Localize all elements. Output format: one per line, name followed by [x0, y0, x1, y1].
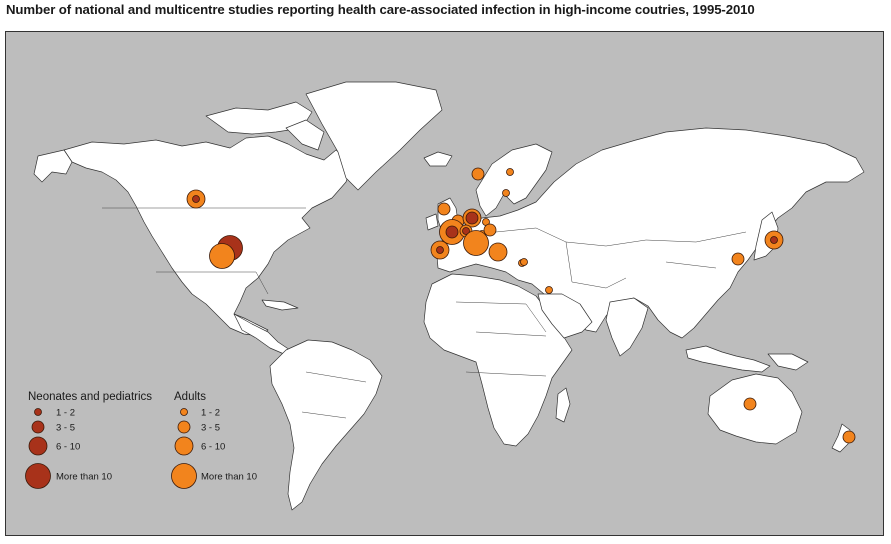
legend-adults-label-3: More than 10: [201, 472, 257, 483]
marker-greece-adults: [488, 242, 508, 262]
eurasia-landmass: [435, 127, 865, 339]
marker-slovenia-croatia-adults: [483, 223, 497, 237]
marker-norway-adults: [471, 167, 485, 181]
legend-adults-label-2: 6 - 10: [201, 442, 225, 453]
legend-neonates-label-2: 6 - 10: [56, 442, 80, 453]
marker-saudi-arabia-adults: [545, 286, 553, 294]
legend-neonates-title: Neonates and pediatrics: [28, 391, 152, 403]
land-masses: [33, 81, 865, 511]
legend-adults-symbol-0: [180, 408, 188, 416]
south-america-landmass: [269, 339, 383, 511]
marker-italy-adults: [463, 230, 489, 256]
marker-spain-neonates: [436, 246, 444, 254]
indonesia-islands: [685, 345, 771, 373]
legend-neonates-symbol-3: [25, 463, 51, 489]
marker-canada-neonates: [192, 195, 200, 203]
madagascar: [555, 387, 571, 423]
legend-neonates-label-3: More than 10: [56, 472, 112, 483]
marker-israel-adults: [520, 258, 528, 266]
legend-adults-label-1: 3 - 5: [201, 423, 220, 434]
legend-adults-title: Adults: [174, 391, 206, 403]
marker-japan-neonates: [770, 236, 778, 244]
scandinavia-landmass: [475, 143, 553, 217]
map-title: Number of national and multicentre studi…: [6, 2, 755, 17]
legend-adults-label-0: 1 - 2: [201, 408, 220, 419]
marker-usa-adults: [209, 243, 235, 269]
legend-neonates-symbol-0: [34, 408, 42, 416]
marker-germany-neonates: [465, 211, 479, 225]
map-frame: Neonates and pediatrics Adults 1 - 2 3 - …: [5, 31, 884, 536]
marker-switzerland-neonates: [462, 227, 470, 235]
baffin-island: [285, 119, 325, 151]
legend-neonates-symbol-2: [28, 436, 48, 456]
cuba: [261, 299, 299, 311]
legend-neonates-symbol-1: [31, 420, 45, 434]
australia-landmass: [707, 373, 803, 445]
legend-neonates-label-1: 3 - 5: [56, 423, 75, 434]
iceland-landmass: [423, 151, 453, 167]
legend: Neonates and pediatrics Adults 1 - 2 3 - …: [25, 391, 257, 489]
north-america-landmass: [63, 135, 353, 337]
alaska-landmass: [33, 149, 73, 183]
legend-neonates-label-0: 1 - 2: [56, 408, 75, 419]
indian-subcontinent: [605, 297, 649, 357]
marker-france-neonates: [445, 225, 459, 239]
greenland-landmass: [305, 81, 443, 191]
arabian-peninsula: [537, 293, 593, 339]
new-zealand: [831, 423, 851, 453]
world-map: Neonates and pediatrics Adults 1 - 2 3 - …: [25, 81, 865, 511]
central-america: [233, 313, 291, 355]
markers-layer: [186, 167, 856, 444]
legend-adults-symbol-1: [177, 420, 191, 434]
country-borders: [102, 207, 747, 419]
marker-united-kingdom-adults: [437, 202, 451, 216]
marker-republic-of-korea-adults: [731, 252, 745, 266]
legend-adults-symbol-2: [174, 436, 194, 456]
legend-adults-symbol-3: [171, 463, 197, 489]
marker-finland-adults: [506, 168, 514, 176]
ireland: [425, 213, 439, 231]
canadian-arctic-islands: [205, 101, 313, 135]
marker-sweden-adults: [502, 189, 510, 197]
new-guinea: [767, 353, 809, 371]
marker-australia-adults: [743, 397, 757, 411]
marker-new-zealand-adults: [842, 430, 856, 444]
